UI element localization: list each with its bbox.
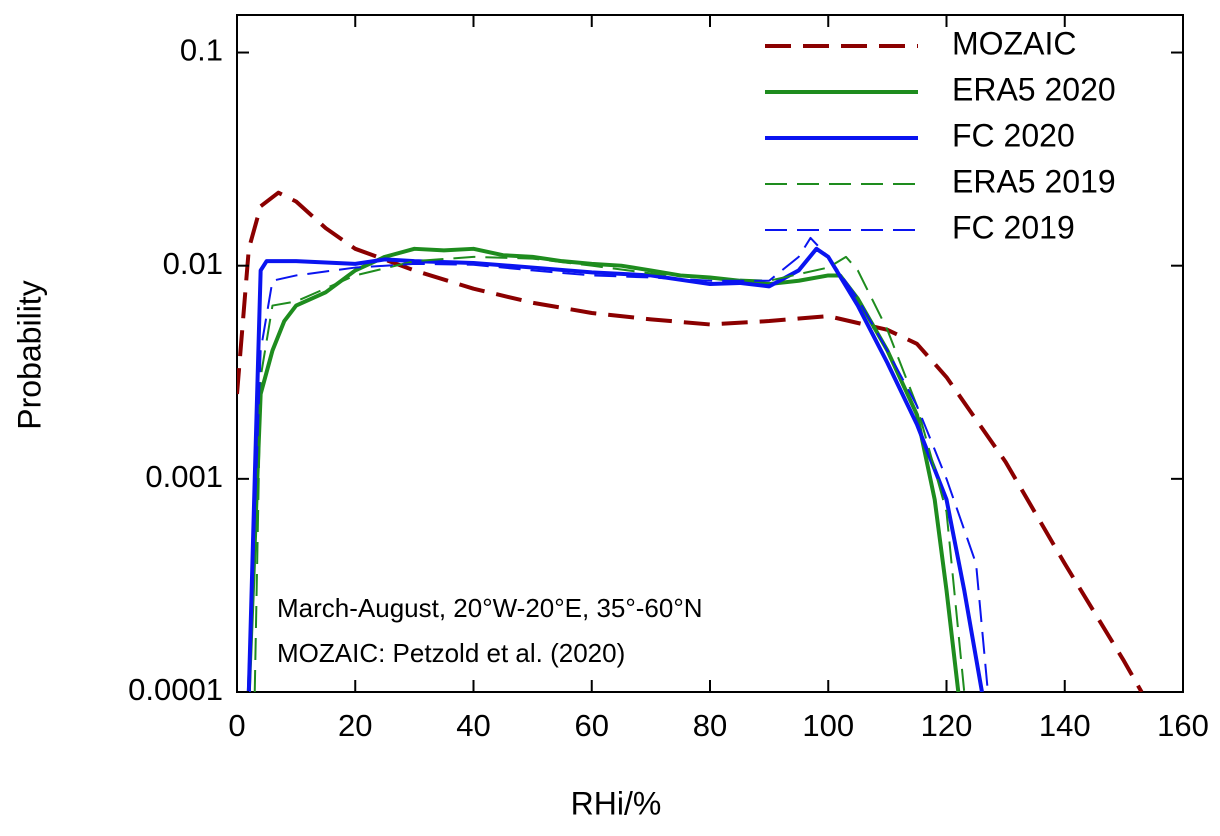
x-tick-label: 120 xyxy=(921,708,973,743)
y-tick-label: 0.1 xyxy=(180,33,223,68)
x-tick-label: 160 xyxy=(1157,708,1209,743)
legend-label: FC 2019 xyxy=(952,209,1075,245)
x-tick-label: 80 xyxy=(693,708,727,743)
legend-label: MOZAIC xyxy=(952,25,1076,61)
x-tick-label: 60 xyxy=(575,708,609,743)
x-tick-label: 140 xyxy=(1039,708,1091,743)
series-line xyxy=(253,255,966,692)
legend-label: FC 2020 xyxy=(952,117,1075,153)
y-tick-label: 0.0001 xyxy=(128,672,223,707)
series-line xyxy=(246,246,984,692)
y-tick-label: 0.001 xyxy=(145,459,223,494)
x-tick-label: 20 xyxy=(338,708,372,743)
x-tick-label: 0 xyxy=(228,708,245,743)
legend-label: ERA5 2020 xyxy=(952,71,1116,107)
x-axis-label: RHi/% xyxy=(571,785,662,821)
annotation: March-August, 20°W-20°E, 35°-60°N xyxy=(277,593,703,623)
legend-label: ERA5 2019 xyxy=(952,163,1116,199)
annotation: MOZAIC: Petzold et al. (2020) xyxy=(277,638,625,668)
x-tick-label: 40 xyxy=(456,708,490,743)
series-line xyxy=(246,246,961,692)
y-tick-label: 0.01 xyxy=(163,246,223,281)
series-line xyxy=(237,190,1144,692)
y-axis-label: Probability xyxy=(11,280,47,429)
x-tick-label: 100 xyxy=(802,708,854,743)
series-line xyxy=(247,236,989,692)
series-group xyxy=(237,190,1144,692)
